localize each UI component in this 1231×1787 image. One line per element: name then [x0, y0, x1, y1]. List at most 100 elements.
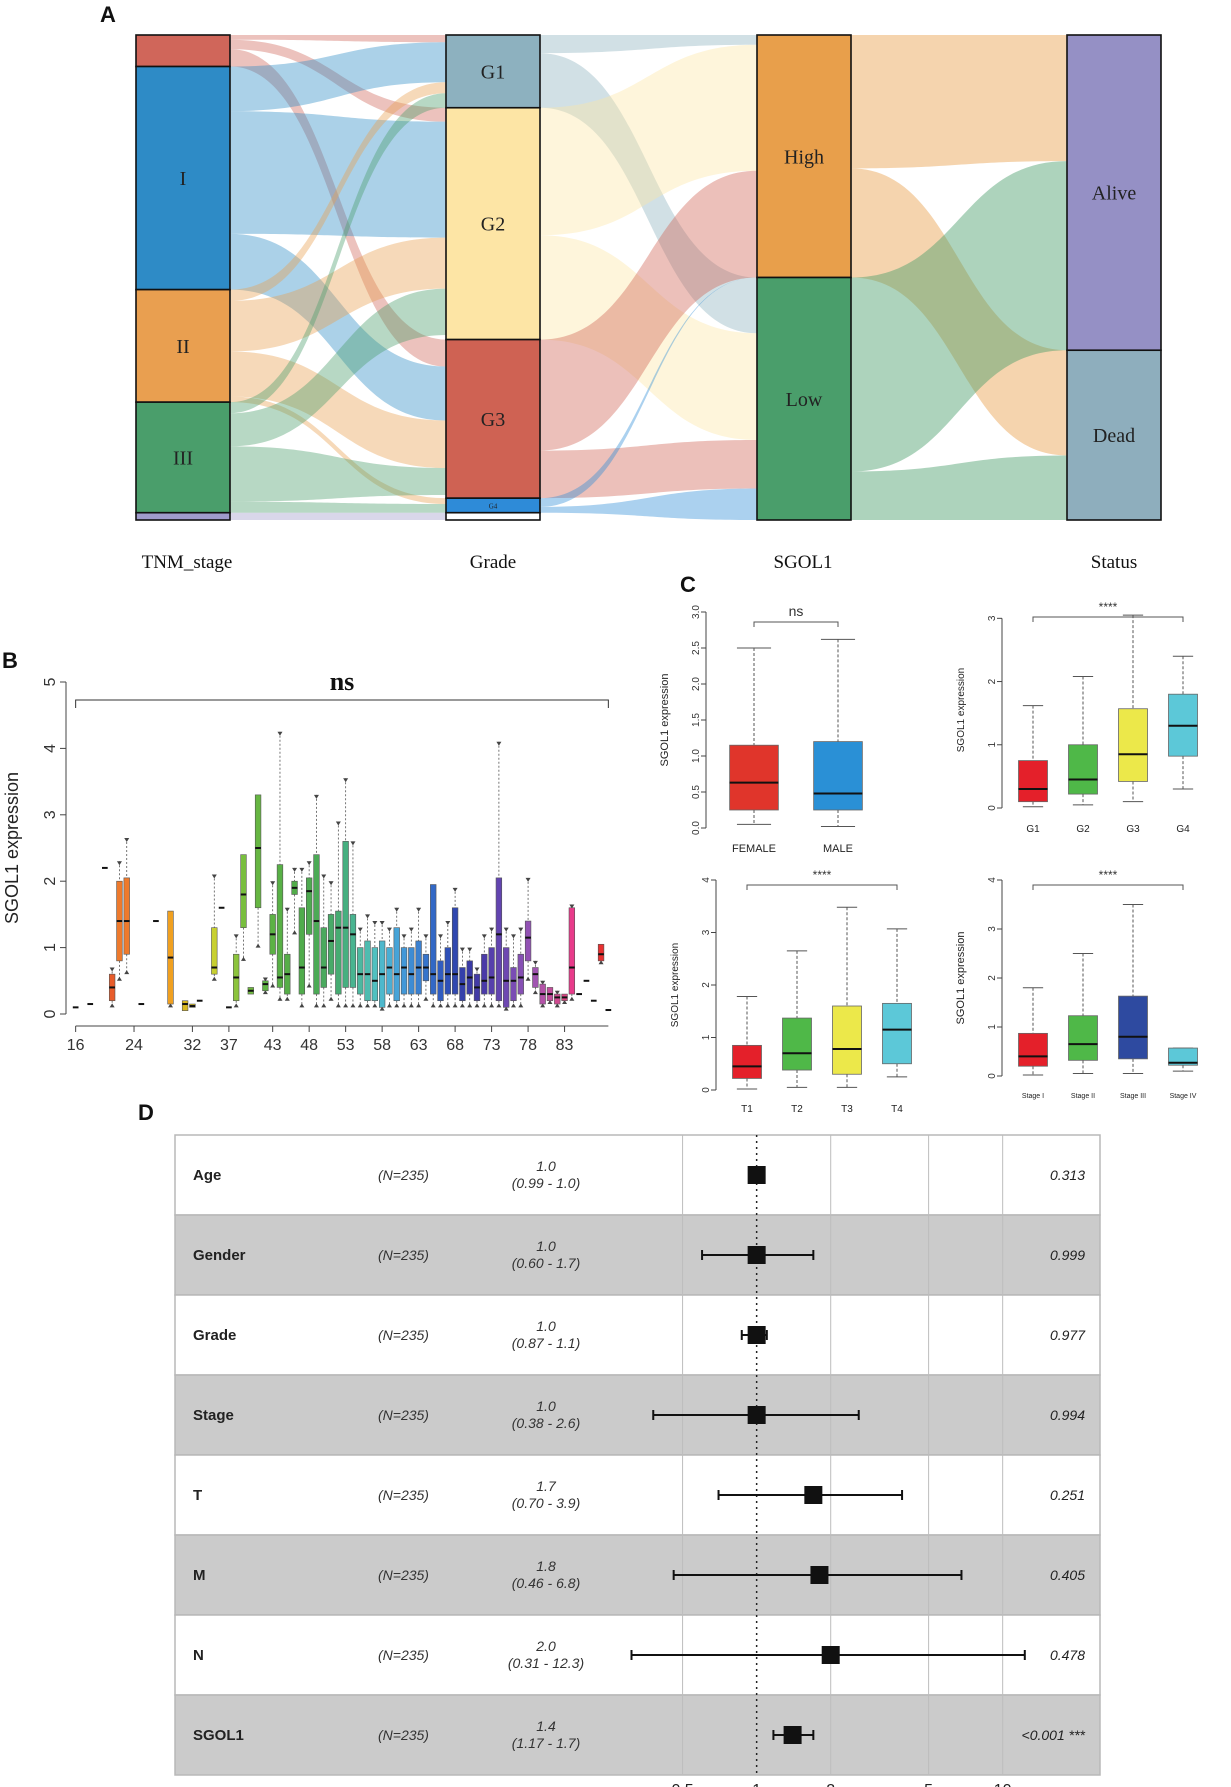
box-age-60	[393, 927, 400, 1002]
whisker-tip	[408, 927, 414, 932]
sankey-flows	[230, 35, 1067, 520]
whisker-tip	[379, 1006, 385, 1011]
sankey-flow-grade-sgol1-7	[540, 488, 757, 520]
sankey-flow-sgol1-status-3	[851, 455, 1067, 520]
box-age-42	[262, 980, 269, 992]
whisker-tip	[124, 970, 130, 975]
significance-bracket	[746, 884, 898, 890]
y-tick-label: 2.5	[691, 641, 702, 655]
x-tick-label: 83	[556, 1037, 574, 1054]
x-category-label: G1	[1026, 824, 1040, 835]
forest-point-estimate	[747, 1326, 766, 1344]
x-category-label: MALE	[823, 843, 853, 855]
box-3	[882, 1002, 912, 1065]
box-age-82	[554, 993, 561, 1005]
forest-point-estimate	[747, 1166, 766, 1184]
box-1	[782, 1017, 812, 1071]
forest-hr-label: 1.0	[536, 1318, 556, 1334]
whisker-tip	[124, 838, 130, 843]
whisker-tip	[299, 1003, 305, 1008]
whisker-tip	[116, 976, 122, 981]
whisker-tip	[452, 1003, 458, 1008]
whisker-tip	[525, 976, 531, 981]
significance-label: ns	[330, 667, 355, 696]
x-tick-label: 24	[125, 1037, 143, 1054]
whisker-tip	[357, 1003, 363, 1008]
box-age-57	[371, 947, 378, 1002]
whisker-tip	[510, 934, 516, 939]
forest-variable-label: Age	[193, 1167, 221, 1184]
sankey-node-label-sgol1-0: High	[784, 146, 824, 168]
x-category-label: G4	[1176, 824, 1190, 835]
sankey-node-grade-2	[445, 338, 541, 499]
whisker-tip	[379, 921, 385, 926]
sankey-node-label-stage-1: I	[180, 168, 187, 190]
x-tick-label: 43	[264, 1037, 282, 1054]
whisker-tip	[277, 731, 283, 736]
whisker-tip	[350, 1003, 356, 1008]
sankey-node-label-sgol1-1: Low	[786, 389, 823, 411]
sankey-flow-sgol1-status-0	[851, 35, 1067, 169]
x-category-label: T2	[791, 1104, 803, 1115]
sankey-flow-sgol1-status-1	[851, 168, 1067, 456]
t-stage-boxplot: 0 1 2 3 4 SGOL1 expression T1 T2 T3 T4 ****	[670, 868, 912, 1115]
x-tick-label: 48	[300, 1037, 318, 1054]
whisker-tip	[211, 976, 217, 981]
whisker-tip	[503, 1006, 509, 1011]
whisker-tip	[554, 1003, 560, 1008]
whisker-tip	[262, 990, 268, 995]
forest-variable-label: Gender	[193, 1247, 246, 1264]
x-tick-label: 58	[373, 1037, 391, 1054]
whisker-tip	[357, 927, 363, 932]
box-age-48	[306, 877, 313, 935]
forest-variable-label: M	[193, 1567, 206, 1584]
box-age-59	[386, 947, 393, 995]
forest-ci-label: (0.99 - 1.0)	[512, 1175, 580, 1191]
x-category-label: FEMALE	[732, 843, 776, 855]
whisker-tip	[423, 996, 429, 1001]
whisker-tip	[299, 867, 305, 872]
box-age-44	[276, 864, 284, 988]
x-tick-label: 37	[220, 1037, 238, 1054]
box-age-62	[408, 947, 415, 995]
significance-label: ns	[789, 603, 804, 619]
forest-point-estimate	[747, 1246, 766, 1264]
y-tick-label: 1	[701, 1034, 712, 1040]
box-age-67	[444, 947, 451, 995]
forest-hr-label: 1.4	[536, 1718, 556, 1734]
sankey-node-label-status-1: Dead	[1093, 425, 1135, 447]
forest-x-tick-label: 5	[924, 1782, 933, 1787]
whisker-tip	[562, 1000, 568, 1005]
sankey-axis-label-tnm: TNM_stage	[142, 552, 233, 573]
whisker-tip	[335, 821, 341, 826]
x-tick-label: 53	[337, 1037, 355, 1054]
whisker-tip	[321, 1003, 327, 1008]
y-tick-label: 5	[42, 677, 59, 686]
y-tick-label: 2	[42, 877, 59, 886]
whisker-tip	[270, 881, 276, 886]
whisker-tip	[496, 1003, 502, 1008]
significance-label: ****	[1099, 600, 1118, 614]
box-1	[1068, 1015, 1098, 1061]
box-age-53	[342, 841, 349, 988]
forest-ci-label: (0.31 - 12.3)	[508, 1655, 584, 1671]
panel-a-letter: A	[100, 2, 116, 27]
whisker-tip	[168, 1003, 174, 1008]
forest-row-bg	[174, 1214, 1101, 1296]
forest-variable-label: SGOL1	[193, 1727, 244, 1744]
whisker-tip	[503, 927, 509, 932]
forest-ci-label: (0.87 - 1.1)	[512, 1335, 580, 1351]
sankey-flow-stage-grade-8	[230, 351, 446, 469]
box-age-23	[123, 877, 130, 955]
panel-d-letter: D	[138, 1100, 154, 1125]
sankey-flow-grade-sgol1-2	[540, 44, 757, 236]
box-age-41	[254, 794, 262, 909]
significance-bracket	[1032, 616, 1184, 622]
x-tick-label: 68	[446, 1037, 464, 1054]
whisker-tip	[416, 907, 422, 912]
forest-p-value: 0.251	[1050, 1487, 1085, 1503]
whisker-tip	[277, 996, 283, 1001]
whisker-tip	[284, 907, 290, 912]
